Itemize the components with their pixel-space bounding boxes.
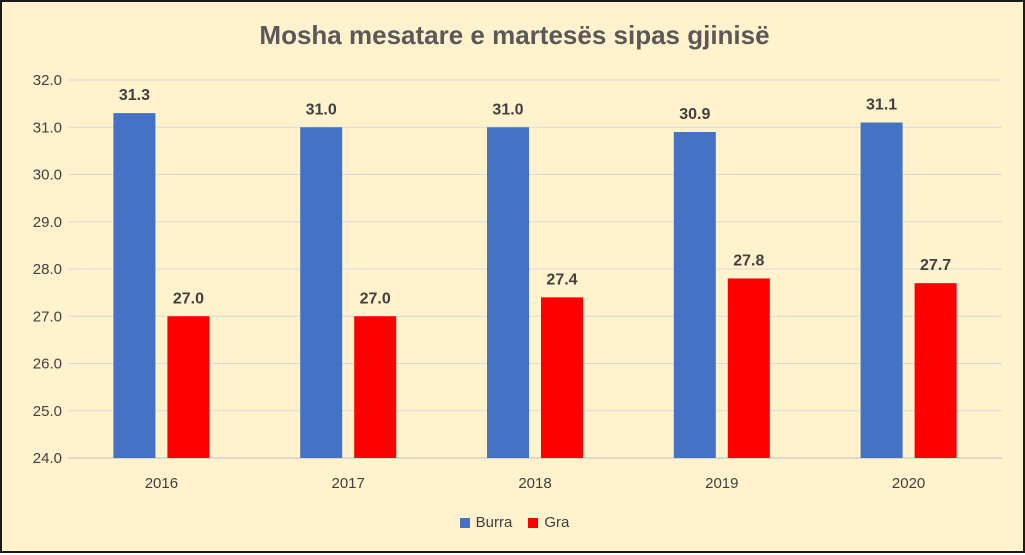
y-tick-label: 31.0 (33, 119, 62, 136)
legend: Burra Gra (2, 514, 1025, 531)
legend-label-gra: Gra (544, 514, 570, 531)
legend-label-burra: Burra (475, 514, 513, 531)
bar-burra-2020 (860, 122, 903, 459)
y-tick-label: 28.0 (33, 261, 62, 278)
y-tick-label: 27.0 (33, 308, 62, 325)
x-tick-label-2020: 2020 (892, 475, 925, 492)
bar-burra-2018 (487, 127, 529, 458)
data-label-gra-2018: 27.4 (546, 271, 577, 288)
data-label-gra-2019: 27.8 (733, 252, 764, 269)
bar-gra-2016 (167, 316, 210, 458)
legend-item-gra: Gra (528, 514, 569, 531)
y-tick-label: 26.0 (33, 356, 62, 373)
y-tick-label: 29.0 (33, 214, 62, 231)
data-label-burra-2016: 31.3 (119, 87, 150, 104)
y-tick-label: 25.0 (33, 403, 62, 420)
legend-swatch-burra (459, 517, 470, 528)
bar-gra-2019 (727, 278, 770, 458)
data-label-gra-2016: 27.0 (173, 290, 204, 307)
bar-burra-2016 (113, 113, 156, 458)
bar-gra-2020 (914, 283, 957, 458)
x-tick-label-2016: 2016 (145, 475, 178, 492)
bar-gra-2017 (354, 316, 397, 458)
y-tick-label: 32.0 (33, 72, 62, 89)
data-label-burra-2018: 31.0 (492, 101, 523, 118)
bar-burra-2019 (673, 131, 716, 458)
data-label-burra-2019: 30.9 (679, 106, 710, 123)
data-label-burra-2020: 31.1 (866, 97, 897, 114)
bar-burra-2017 (300, 127, 343, 458)
legend-swatch-gra (528, 517, 539, 528)
bar-gra-2018 (541, 297, 583, 458)
data-label-burra-2017: 31.0 (306, 101, 337, 118)
x-tick-label-2017: 2017 (332, 475, 365, 492)
x-tick-label-2019: 2019 (705, 475, 738, 492)
legend-item-burra: Burra (459, 514, 513, 531)
data-label-gra-2020: 27.7 (920, 257, 951, 274)
x-tick-label-2018: 2018 (518, 475, 551, 492)
y-tick-label: 24.0 (33, 450, 62, 467)
data-label-gra-2017: 27.0 (360, 290, 391, 307)
chart-title: Mosha mesatare e martesës sipas gjinisë (259, 20, 770, 50)
y-tick-label: 30.0 (33, 167, 62, 184)
